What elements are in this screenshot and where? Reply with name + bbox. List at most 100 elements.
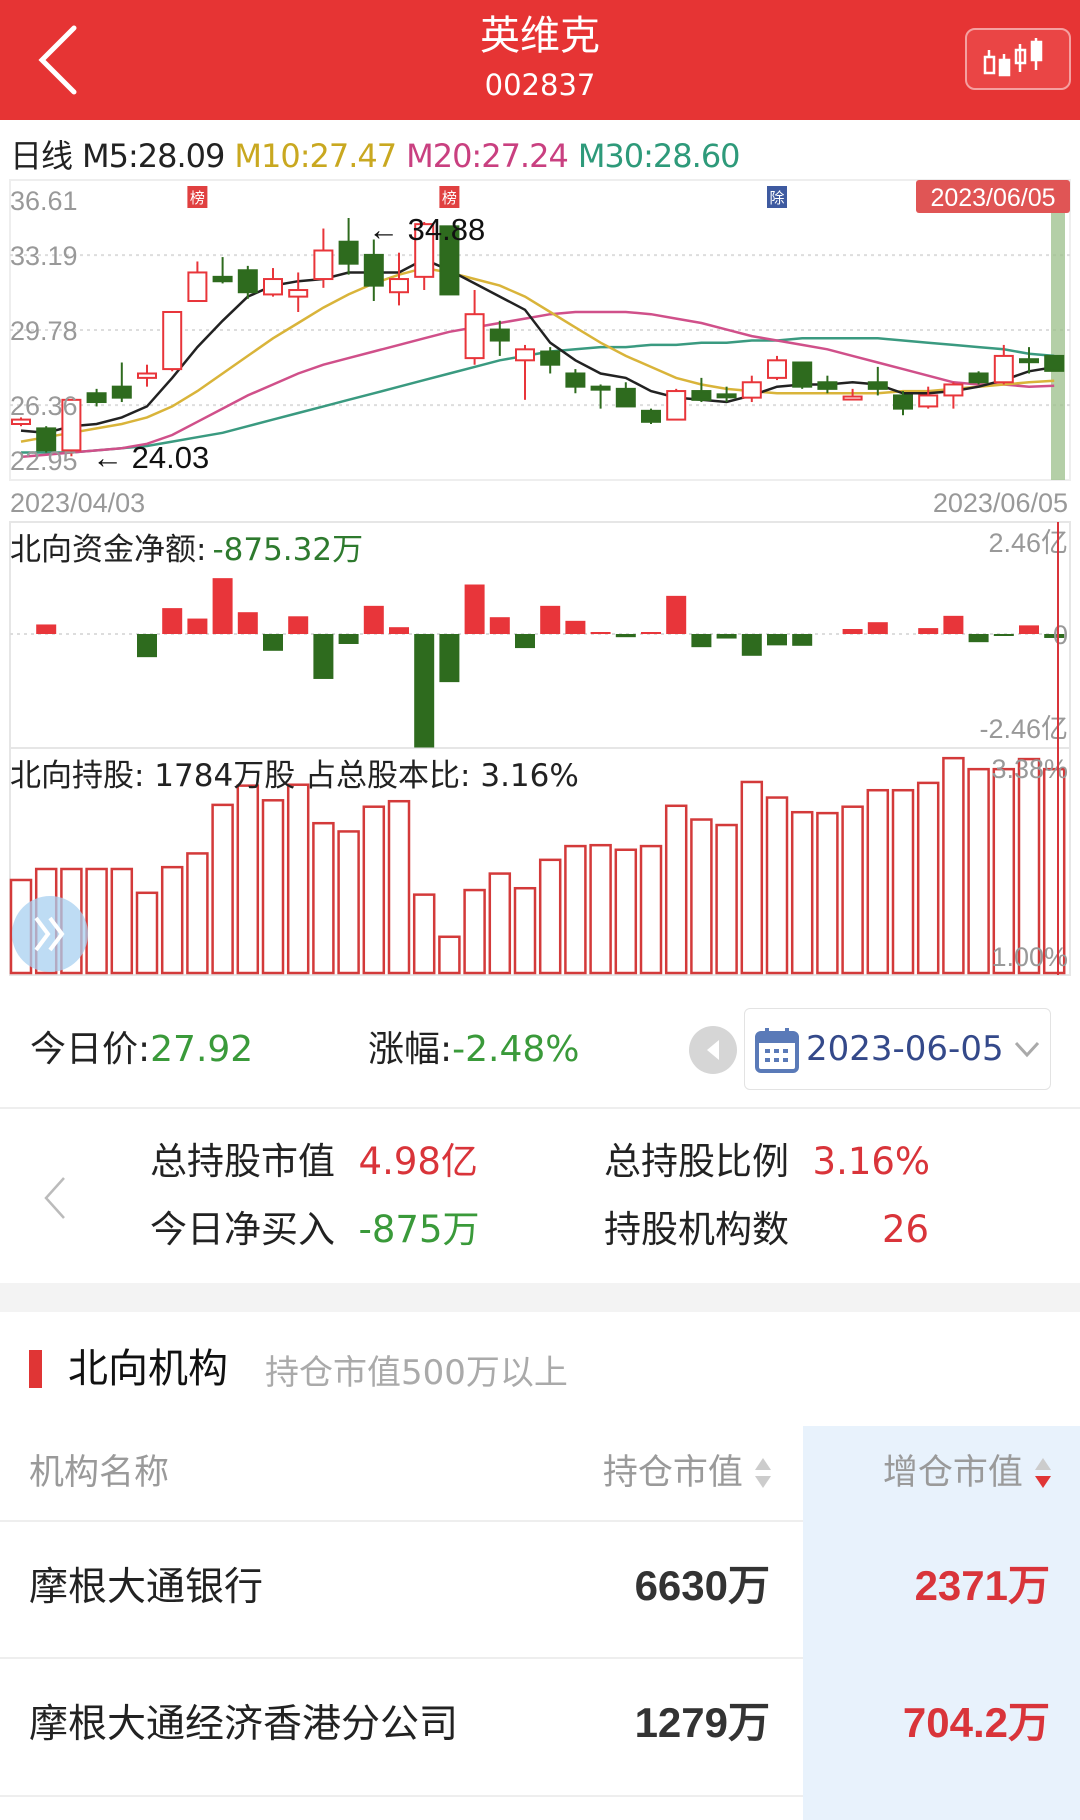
date-picker[interactable]: 2023-06-05 bbox=[744, 1008, 1051, 1090]
holding-bar bbox=[639, 844, 663, 975]
expand-button[interactable] bbox=[12, 896, 88, 972]
candle bbox=[590, 384, 611, 409]
holding-bar bbox=[690, 818, 713, 975]
netflow-bar bbox=[615, 634, 636, 638]
netflow-bar bbox=[792, 634, 813, 646]
stats-prev-icon[interactable] bbox=[42, 1176, 68, 1220]
candle bbox=[137, 364, 157, 387]
ma30-label: M30:28.60 bbox=[577, 137, 741, 175]
candle bbox=[615, 382, 636, 408]
candle-body bbox=[212, 275, 233, 283]
stat-value: 26 bbox=[882, 1208, 930, 1251]
holding-value: 1279万 bbox=[634, 1699, 770, 1746]
netflow-bar bbox=[389, 627, 409, 634]
col-header-name: 机构名称 bbox=[29, 1453, 170, 1493]
candle-body bbox=[893, 394, 913, 410]
candle-body bbox=[565, 372, 586, 388]
netflow-title: 北向资金净额: -875.32万 bbox=[10, 532, 363, 568]
y-tick: 33.19 bbox=[10, 241, 78, 271]
candle-body bbox=[741, 381, 762, 399]
double-chevron-right-icon bbox=[34, 916, 65, 952]
candle bbox=[792, 361, 813, 389]
candle bbox=[767, 355, 787, 381]
prev-date-button[interactable] bbox=[689, 1026, 737, 1074]
candle-body bbox=[338, 240, 359, 265]
holding-bar bbox=[715, 823, 738, 975]
table-row[interactable]: 摩根大通银行 6630万 2371万 bbox=[0, 1522, 1080, 1657]
holding-bar bbox=[513, 886, 537, 975]
holding-bar bbox=[438, 935, 461, 975]
price-label: 今日价: bbox=[30, 1029, 151, 1070]
candle-body bbox=[691, 390, 712, 401]
candle bbox=[943, 382, 964, 409]
candle bbox=[918, 386, 939, 409]
y-tick: 26.36 bbox=[10, 391, 78, 421]
holding-bar bbox=[614, 848, 638, 975]
candle-body bbox=[767, 359, 787, 379]
netflow-bar bbox=[968, 634, 989, 643]
col-header-holding[interactable]: 持仓市值 bbox=[603, 1451, 772, 1495]
candle bbox=[817, 375, 838, 394]
candle bbox=[565, 369, 586, 394]
back-button[interactable] bbox=[36, 24, 86, 96]
candle bbox=[237, 265, 258, 299]
change-label: 涨幅: bbox=[368, 1029, 453, 1070]
increase-value: 2371万 bbox=[914, 1562, 1050, 1609]
stock-code: 002837 bbox=[484, 68, 596, 102]
netflow-bar bbox=[414, 634, 435, 748]
candle bbox=[666, 388, 687, 421]
holding-bar bbox=[589, 843, 612, 975]
holding-bar bbox=[866, 788, 890, 975]
holding-bar bbox=[211, 803, 234, 975]
price-change: 涨幅:-2.48% bbox=[368, 1028, 580, 1072]
candle-body bbox=[1044, 354, 1065, 372]
netflow-bar bbox=[439, 634, 460, 683]
netflow-bar bbox=[641, 632, 661, 634]
candle bbox=[489, 320, 510, 356]
chart-area[interactable]: 36.61 33.19 29.78 26.36 22.95 2023/04/03… bbox=[0, 0, 1080, 990]
candle bbox=[313, 228, 334, 288]
candle-body bbox=[1019, 358, 1039, 364]
netflow-bar bbox=[288, 616, 309, 634]
stat-value: -875万 bbox=[358, 1208, 480, 1251]
candle-body bbox=[817, 381, 838, 390]
candle-body bbox=[716, 393, 737, 399]
netflow-bar bbox=[363, 605, 384, 634]
netflow-bar bbox=[263, 634, 283, 651]
stat-label: 持股机构数 bbox=[604, 1208, 789, 1251]
holding-bar bbox=[538, 858, 562, 975]
candlestick-icon bbox=[983, 38, 1043, 77]
holding-bar bbox=[362, 805, 386, 975]
event-marker bbox=[439, 186, 460, 208]
table-row[interactable]: 摩根大通经济香港分公司 1279万 704.2万 bbox=[0, 1659, 1080, 1795]
netflow-bar bbox=[993, 634, 1014, 636]
kline-button[interactable] bbox=[965, 28, 1071, 90]
divider bbox=[0, 1795, 803, 1797]
holding-bar bbox=[967, 767, 990, 975]
candle-body bbox=[515, 348, 535, 362]
holding-bar bbox=[765, 796, 789, 975]
sort-desc-icon bbox=[1035, 1458, 1051, 1488]
col-header-increase[interactable]: 增仓市值 bbox=[883, 1451, 1052, 1495]
stat-value: 4.98亿 bbox=[358, 1140, 478, 1183]
netflow-bar bbox=[590, 632, 611, 634]
holding-bar bbox=[740, 780, 764, 975]
min-price-annotation: ← 24.03 bbox=[92, 440, 209, 475]
holding-bar bbox=[916, 781, 940, 975]
today-price: 今日价:27.92 bbox=[30, 1028, 253, 1072]
netflow-bar bbox=[515, 634, 535, 649]
stat-value: 3.16% bbox=[812, 1140, 931, 1183]
holding-bar bbox=[85, 867, 108, 975]
period-label: 日线 bbox=[10, 137, 73, 175]
candle-body bbox=[792, 361, 813, 388]
x-end-label: 2023/06/05 bbox=[933, 488, 1068, 518]
candle-body bbox=[641, 409, 661, 423]
candle bbox=[263, 268, 283, 297]
divider bbox=[0, 1657, 803, 1659]
holding-bar bbox=[261, 799, 285, 975]
candle-body bbox=[615, 387, 636, 408]
holding-bar bbox=[160, 865, 184, 975]
institution-name: 摩根大通银行 bbox=[29, 1565, 264, 1610]
holding-bar bbox=[1042, 767, 1066, 975]
change-value: -2.48% bbox=[452, 1029, 580, 1070]
